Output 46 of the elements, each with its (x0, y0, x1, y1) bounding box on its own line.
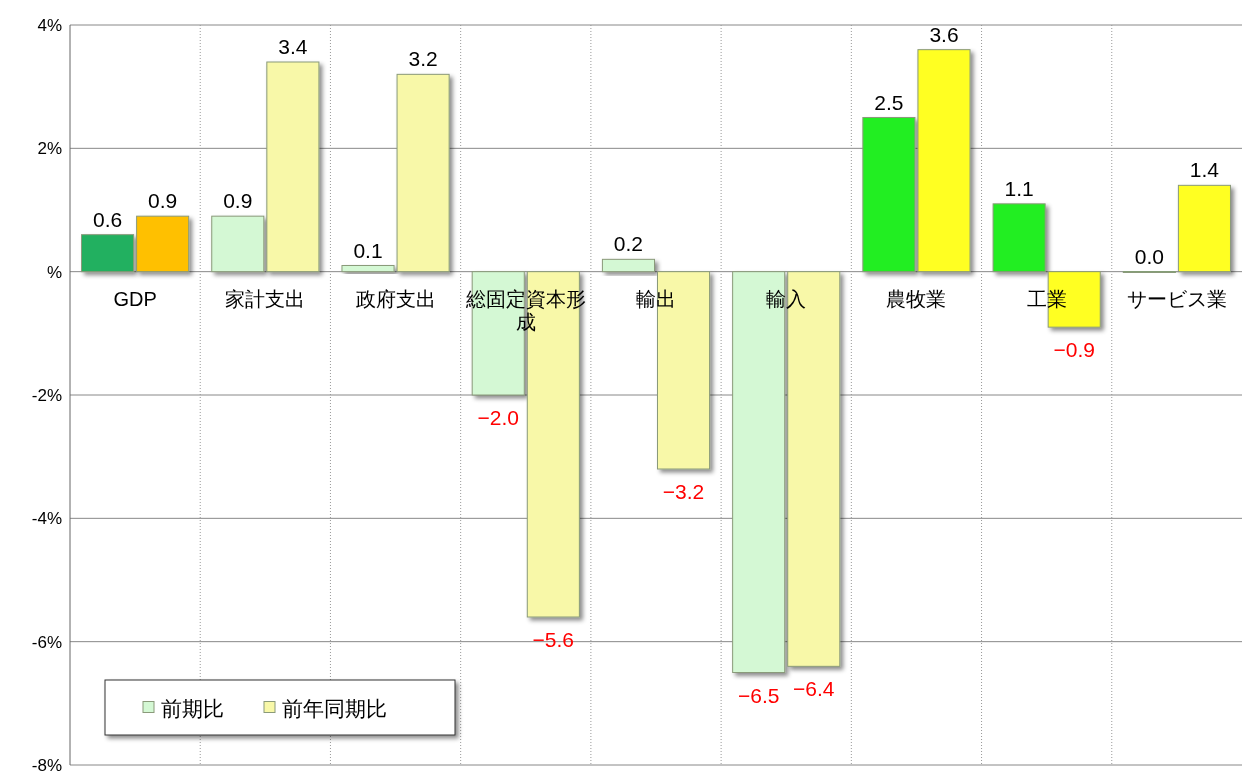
x-tick-label: 政府支出 (355, 287, 436, 310)
data-label: 0.0 (1134, 244, 1164, 268)
data-label: −6.4 (793, 677, 835, 701)
data-label: 1.4 (1189, 158, 1220, 182)
data-label: 3.6 (929, 22, 959, 46)
x-tick-label: 家計支出 (225, 287, 306, 310)
bar (601, 258, 655, 273)
y-tick-label: -2% (31, 386, 62, 405)
bar (211, 215, 265, 273)
bar (266, 61, 320, 273)
data-label: 1.1 (1004, 176, 1034, 200)
x-tick-label: サービス業 (1126, 287, 1227, 310)
data-label: 3.2 (408, 47, 438, 71)
legend-label: 前年同期比 (282, 696, 387, 720)
bar (732, 271, 786, 673)
bar (81, 234, 135, 273)
x-tick-label: 農牧業 (886, 287, 947, 310)
data-label: 0.9 (148, 189, 178, 213)
y-tick-label: 2% (37, 139, 62, 159)
y-tick-label: 4% (37, 16, 62, 35)
data-label: −3.2 (662, 480, 705, 503)
data-label: −2.0 (477, 406, 519, 429)
y-tick-label: % (46, 262, 62, 282)
data-label: 0.2 (613, 232, 644, 256)
bar (1177, 184, 1231, 273)
y-tick-label: -4% (31, 509, 62, 529)
bar (787, 271, 841, 667)
legend-label: 前期比 (161, 696, 224, 720)
data-label: −5.6 (532, 628, 575, 651)
x-tick-label: 輸出 (636, 287, 676, 310)
data-label: −6.5 (737, 683, 780, 707)
bar (992, 203, 1046, 273)
x-tick-label: GDP (113, 287, 157, 310)
data-label: 0.6 (92, 207, 123, 231)
data-label: 3.4 (278, 35, 308, 58)
data-label: 2.5 (874, 90, 904, 114)
data-label: 0.1 (353, 238, 383, 262)
x-tick-label: 総固定資本形成 (464, 287, 586, 333)
bar (136, 215, 190, 273)
bar (657, 271, 711, 470)
bar (1047, 271, 1101, 328)
data-label: −0.9 (1053, 338, 1095, 362)
x-tick-label: 輸入 (766, 287, 807, 310)
data-label: 0.9 (223, 189, 253, 213)
y-tick-label: -6% (31, 632, 62, 652)
y-tick-label: -8% (31, 756, 62, 774)
